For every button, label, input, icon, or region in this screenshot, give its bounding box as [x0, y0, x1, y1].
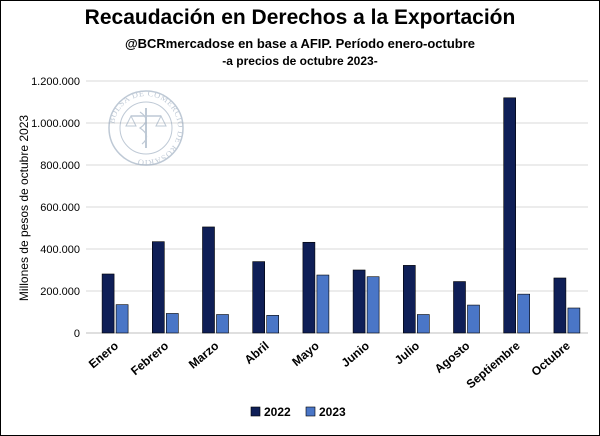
y-tick-label: 0 — [74, 328, 80, 340]
legend-swatch-2022 — [250, 406, 261, 417]
bar-2022-septiembre — [503, 97, 517, 334]
chart-title: Recaudación en Derechos a la Exportación — [84, 6, 516, 29]
x-tick-label: Julio — [392, 339, 422, 368]
bar-2023-agosto — [467, 304, 480, 334]
chart-subtitle-prices: -a precios de octubre 2023- — [222, 54, 378, 68]
chart-subtitle: @BCRmercadose en base a AFIP. Período en… — [124, 36, 476, 51]
bar-2023-enero — [115, 304, 129, 334]
bar-2022-julio — [402, 265, 416, 334]
bar-2023-septiembre — [517, 293, 531, 334]
bar-2022-junio — [352, 269, 366, 334]
x-tick-label: Febrero — [128, 339, 171, 378]
bar-2022-mayo — [302, 241, 316, 334]
bars — [101, 97, 581, 334]
x-tick-label: Agosto — [432, 339, 473, 376]
bar-2023-marzo — [216, 314, 229, 334]
x-tick-label: Junio — [339, 339, 373, 370]
bar-2022-octubre — [553, 277, 567, 334]
y-tick-label: 1.200.000 — [31, 76, 80, 88]
y-tick-label: 400.000 — [40, 244, 80, 256]
bar-2022-marzo — [202, 226, 215, 334]
bar-2023-mayo — [316, 274, 330, 334]
x-tick-label: Enero — [86, 339, 121, 372]
y-tick-label: 800.000 — [40, 160, 80, 172]
legend-label-2022: 2022 — [264, 405, 291, 419]
bar-2022-agosto — [453, 281, 466, 334]
bar-2023-abril — [266, 315, 280, 334]
legend-label-2023: 2023 — [319, 405, 346, 419]
legend-swatch-2023 — [305, 406, 316, 417]
x-tick-label: Mayo — [289, 339, 322, 369]
y-tick-label: 200.000 — [40, 286, 80, 298]
x-tick-label: Octubre — [529, 338, 573, 379]
bar-2022-abril — [252, 261, 265, 334]
bar-2023-junio — [366, 276, 380, 334]
bar-2023-febrero — [166, 313, 179, 334]
bar-2023-julio — [416, 314, 430, 334]
x-tick-label: Abril — [242, 339, 272, 367]
bcr-logo-seal: BOLSA DE COMERCIO DE ROSARIO — [106, 88, 185, 168]
y-axis-label: Millones de pesos de octubre 2023 — [17, 115, 31, 301]
legend: 2022 2023 — [250, 405, 346, 419]
bar-2022-enero — [101, 273, 115, 334]
bar-2022-febrero — [152, 241, 165, 334]
bar-2023-octubre — [567, 307, 581, 334]
x-tick-label: Marzo — [186, 339, 222, 372]
y-tick-label: 1.000.000 — [31, 118, 80, 130]
x-tick-label: Septiembre — [464, 338, 523, 391]
y-tick-label: 600.000 — [40, 202, 80, 214]
